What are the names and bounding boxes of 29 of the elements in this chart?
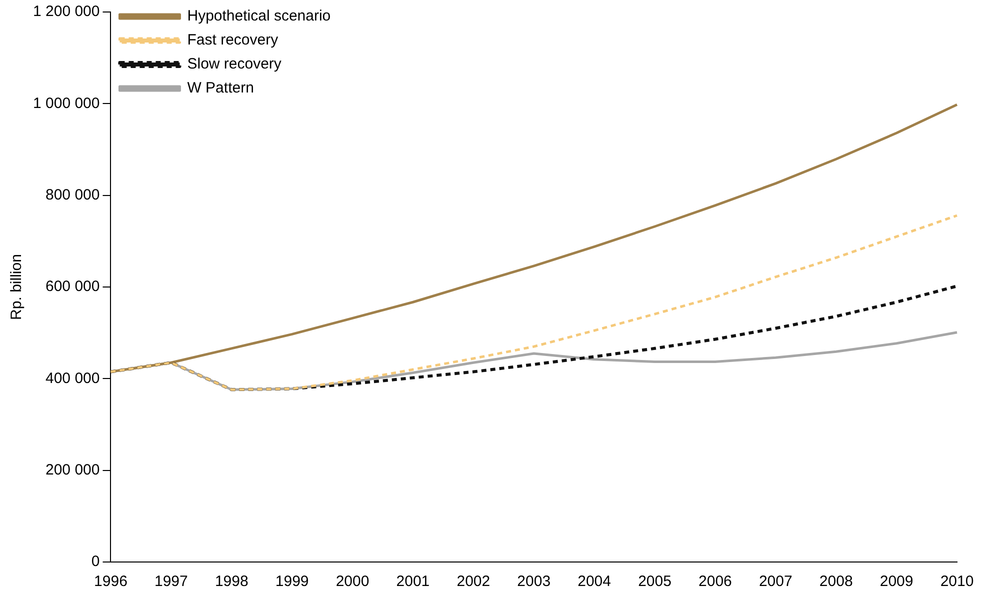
x-tick-label: 1996 <box>94 573 128 590</box>
x-tick-label: 2008 <box>819 573 853 590</box>
x-tick-label: 1997 <box>154 573 188 590</box>
y-tick-label: 1 200 000 <box>32 3 100 20</box>
x-tick-label: 1998 <box>214 573 248 590</box>
y-tick-label: 800 000 <box>45 186 100 204</box>
y-axis-title: Rp. billion <box>8 254 26 320</box>
x-tick-label: 2002 <box>456 573 490 590</box>
x-tick-label: 2003 <box>517 573 551 590</box>
x-tick-label: 2006 <box>698 573 732 590</box>
x-tick-label: 2004 <box>578 573 611 590</box>
legend-label: Hypothetical scenario <box>187 8 331 25</box>
legend-label: W Pattern <box>187 80 254 97</box>
y-tick-label: 0 <box>91 553 100 570</box>
x-tick-label: 2010 <box>940 573 974 590</box>
y-tick-label: 200 000 <box>45 461 100 478</box>
line-series <box>109 284 958 392</box>
y-tick-label: 1 000 000 <box>32 94 100 112</box>
x-tick-label: 2000 <box>336 573 370 590</box>
y-tick-label: 400 000 <box>45 370 100 387</box>
y-tick-label: 600 000 <box>45 278 100 296</box>
x-tick-label: 2001 <box>396 573 430 590</box>
x-tick-label: 1999 <box>275 573 309 590</box>
legend-label: Slow recovery <box>187 56 282 73</box>
x-tick-label: 2007 <box>758 573 792 590</box>
legend-label: Fast recovery <box>187 32 279 49</box>
x-tick-label: 2005 <box>638 573 672 590</box>
x-tick-label: 2009 <box>880 573 914 590</box>
line-series <box>109 214 958 391</box>
